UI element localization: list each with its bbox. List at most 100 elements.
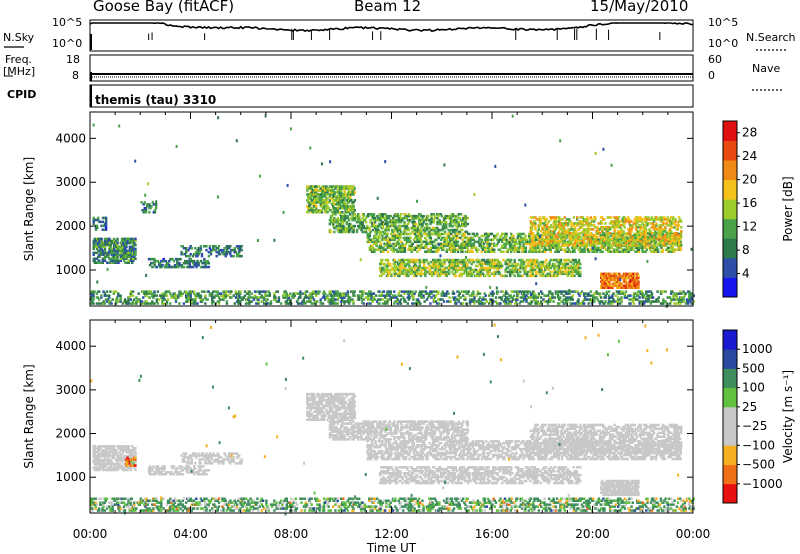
- power-cell: [610, 246, 613, 249]
- power-cell: [209, 252, 213, 256]
- power-cell: [149, 207, 152, 210]
- power-cell: [352, 185, 355, 188]
- power-cell: [218, 252, 222, 256]
- power-cell: [463, 240, 466, 244]
- power-cell: [101, 261, 104, 264]
- power-cell: [160, 265, 163, 269]
- power-cell: [377, 216, 380, 220]
- power-cell: [343, 197, 346, 200]
- power-cell: [324, 205, 327, 208]
- power-cell: [512, 236, 515, 240]
- power-cell: [384, 230, 387, 234]
- power-cell: [127, 253, 130, 256]
- power-cell: [421, 218, 424, 222]
- power-cell: [134, 253, 137, 256]
- power-cell: [423, 258, 426, 262]
- power-cell: [133, 298, 136, 301]
- power-cell: [468, 232, 471, 236]
- power-cell: [180, 250, 183, 254]
- power-cell: [150, 205, 153, 208]
- power-cell: [338, 222, 342, 226]
- power-cell: [107, 255, 110, 258]
- power-cell: [92, 247, 95, 251]
- power-cell: [420, 234, 423, 238]
- power-cell: [425, 228, 429, 232]
- power-cell: [504, 236, 507, 240]
- power-cell: [517, 238, 521, 242]
- power-cell: [131, 294, 135, 297]
- power-cell: [132, 245, 135, 249]
- power-cell: [124, 253, 127, 256]
- nave-tick-top: 60: [708, 53, 722, 66]
- power-cell: [596, 236, 599, 239]
- power-cell: [634, 250, 637, 253]
- power-cell: [427, 214, 430, 218]
- power-cell: [385, 234, 388, 238]
- power-cell: [512, 234, 515, 238]
- power-cell: [111, 257, 115, 260]
- power-cell: [151, 300, 154, 303]
- power-cell: [332, 189, 335, 192]
- power-cell: [104, 218, 108, 222]
- power-cell: [496, 242, 499, 246]
- power-cell: [456, 248, 460, 251]
- power-cell: [403, 246, 407, 249]
- power-cell: [212, 300, 215, 303]
- power-cell: [104, 222, 108, 226]
- power-cell: [513, 244, 516, 248]
- power-cell: [144, 211, 148, 214]
- power-cell: [517, 250, 521, 253]
- power-cell: [410, 248, 413, 251]
- power-cell: [496, 238, 499, 242]
- power-cell: [403, 224, 406, 228]
- power-cell: [169, 302, 172, 305]
- power-cell: [376, 240, 379, 244]
- power-cell: [140, 300, 144, 303]
- power-cell: [189, 252, 192, 256]
- power-cell: [108, 294, 111, 297]
- power-cell: [411, 220, 414, 224]
- power-cell: [126, 239, 129, 243]
- power-cell: [125, 245, 128, 249]
- power-cell: [630, 220, 633, 223]
- power-cell: [97, 216, 100, 220]
- power-cell: [555, 236, 559, 239]
- power-cell: [326, 193, 329, 196]
- power-cell: [389, 214, 393, 218]
- power-cell: [328, 185, 332, 188]
- power-cell: [413, 220, 416, 224]
- power-cell: [677, 224, 681, 227]
- nsky-tick-bottom: 10^0: [52, 37, 83, 50]
- power-cell: [193, 259, 196, 263]
- power-cell: [671, 226, 674, 229]
- power-cell: [410, 266, 413, 270]
- power-cell: [229, 250, 232, 254]
- power-cell: [445, 250, 448, 253]
- power-cell: [504, 244, 507, 248]
- power-cell: [95, 226, 99, 230]
- power-cell: [153, 290, 156, 293]
- power-cell: [156, 290, 160, 293]
- power-cell: [505, 238, 508, 242]
- power-cell: [336, 207, 339, 210]
- power-cell: [632, 238, 635, 241]
- power-cell: [467, 244, 470, 248]
- power-cell: [358, 214, 361, 218]
- power-cell: [178, 263, 181, 267]
- power-cell: [319, 203, 322, 206]
- power-cell: [129, 259, 133, 262]
- power-cell: [330, 211, 334, 214]
- power-cell: [359, 218, 362, 222]
- power-cell: [484, 238, 487, 242]
- power-cell: [430, 218, 433, 222]
- power-cell: [377, 228, 380, 232]
- power-cell: [108, 237, 111, 241]
- power-cell: [107, 253, 110, 256]
- power-cell: [168, 259, 171, 263]
- power-cell: [521, 250, 524, 253]
- power-cell: [390, 232, 393, 236]
- power-cell: [373, 216, 377, 220]
- power-cell: [617, 216, 621, 219]
- power-cell: [520, 236, 523, 240]
- power-cell: [234, 290, 238, 293]
